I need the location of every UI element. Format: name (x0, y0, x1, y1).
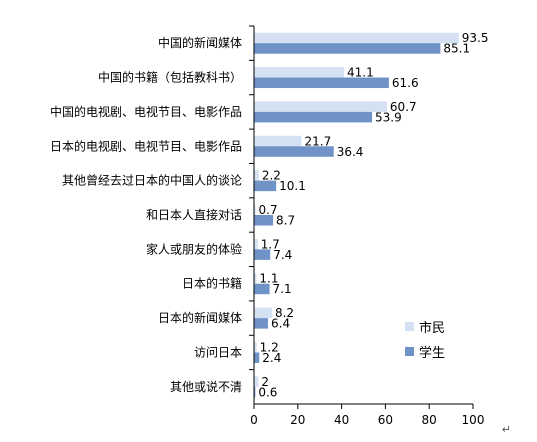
bar-student (254, 215, 274, 226)
x-tick-label: 100 (462, 413, 485, 427)
bar-value-label: 60.7 (390, 100, 417, 114)
category-label: 家人或朋友的体验 (146, 241, 242, 256)
category-label: 和日本人直接对话 (146, 207, 242, 222)
bar-student (254, 283, 270, 295)
legend-label: 学生 (419, 345, 445, 361)
bars-group (254, 32, 459, 398)
x-tick-label: 80 (422, 413, 437, 427)
bar-student (254, 180, 277, 192)
bar-value-label: 1.2 (260, 340, 279, 354)
legend-label: 市民 (419, 320, 445, 336)
bar-citizen (254, 307, 272, 319)
bar-value-label: 61.6 (392, 76, 419, 90)
x-tick-label: 0 (250, 413, 258, 427)
bar-citizen (254, 101, 387, 112)
bar-citizen (254, 204, 256, 215)
bar-value-label: 7.1 (273, 282, 292, 296)
bar-value-label: 10.1 (279, 179, 306, 193)
bar-citizen (254, 273, 257, 284)
bar-value-label: 2 (261, 375, 269, 389)
bar-value-label: 21.7 (305, 134, 332, 148)
bar-citizen (254, 170, 259, 181)
bar-citizen (254, 376, 259, 387)
category-label: 日本的电视剧、电视节目、电影作品 (50, 138, 242, 153)
bar-citizen (254, 32, 459, 44)
bar-value-label: 93.5 (462, 31, 489, 45)
bar-value-label: 85.1 (443, 42, 470, 56)
bar-value-label: 7.4 (273, 248, 292, 262)
category-label: 中国的电视剧、电视节目、电影作品 (50, 104, 242, 119)
bar-student (254, 386, 256, 398)
bar-value-label: 0.7 (259, 203, 278, 217)
bar-citizen (254, 67, 345, 78)
category-label: 访问日本 (194, 345, 242, 359)
legend-swatch (405, 322, 414, 331)
category-label: 中国的书籍（包括教科书） (98, 70, 242, 85)
bar-student (254, 249, 271, 260)
bar-student (254, 352, 260, 363)
bar-value-label: 1.7 (261, 237, 280, 251)
bar-value-label: 8.7 (276, 214, 295, 228)
bar-value-label: 1.1 (259, 272, 278, 286)
bar-value-label: 41.1 (347, 66, 374, 80)
bar-citizen (254, 341, 257, 353)
paragraph-return-mark: ↵ (501, 423, 511, 436)
bar-student (254, 43, 441, 54)
category-label: 其他或说不清 (170, 379, 242, 394)
category-label: 其他曾经去过日本的中国人的谈论 (62, 173, 242, 188)
bar-value-label: 0.6 (258, 385, 277, 399)
bar-citizen (254, 238, 258, 250)
x-tick-label: 60 (378, 413, 393, 427)
x-axis-ticks: 0 20 40 60 80 100 (250, 404, 484, 427)
value-labels: 93.5 41.1 60.7 21.7 2.2 0.7 1.7 1.1 8.2 1.2 2 85.1 6… (258, 31, 488, 399)
bar-value-label: 8.2 (275, 306, 294, 320)
bar-citizen (254, 135, 302, 147)
bar-student (254, 111, 373, 123)
bar-student (254, 318, 269, 329)
x-tick-label: 40 (334, 413, 349, 427)
bar-value-label: 53.9 (375, 110, 402, 124)
bar-value-label: 2.4 (262, 351, 281, 365)
legend-swatch (405, 347, 414, 356)
bar-student (254, 146, 334, 157)
category-label: 日本的书籍 (182, 276, 242, 291)
category-label: 日本的新闻媒体 (158, 310, 242, 325)
bar-value-label: 2.2 (262, 169, 281, 183)
bar-student (254, 77, 389, 89)
category-label: 中国的新闻媒体 (158, 35, 242, 50)
bar-value-label: 36.4 (337, 145, 364, 159)
bar-value-label: 6.4 (271, 317, 290, 331)
x-tick-label: 20 (290, 413, 305, 427)
